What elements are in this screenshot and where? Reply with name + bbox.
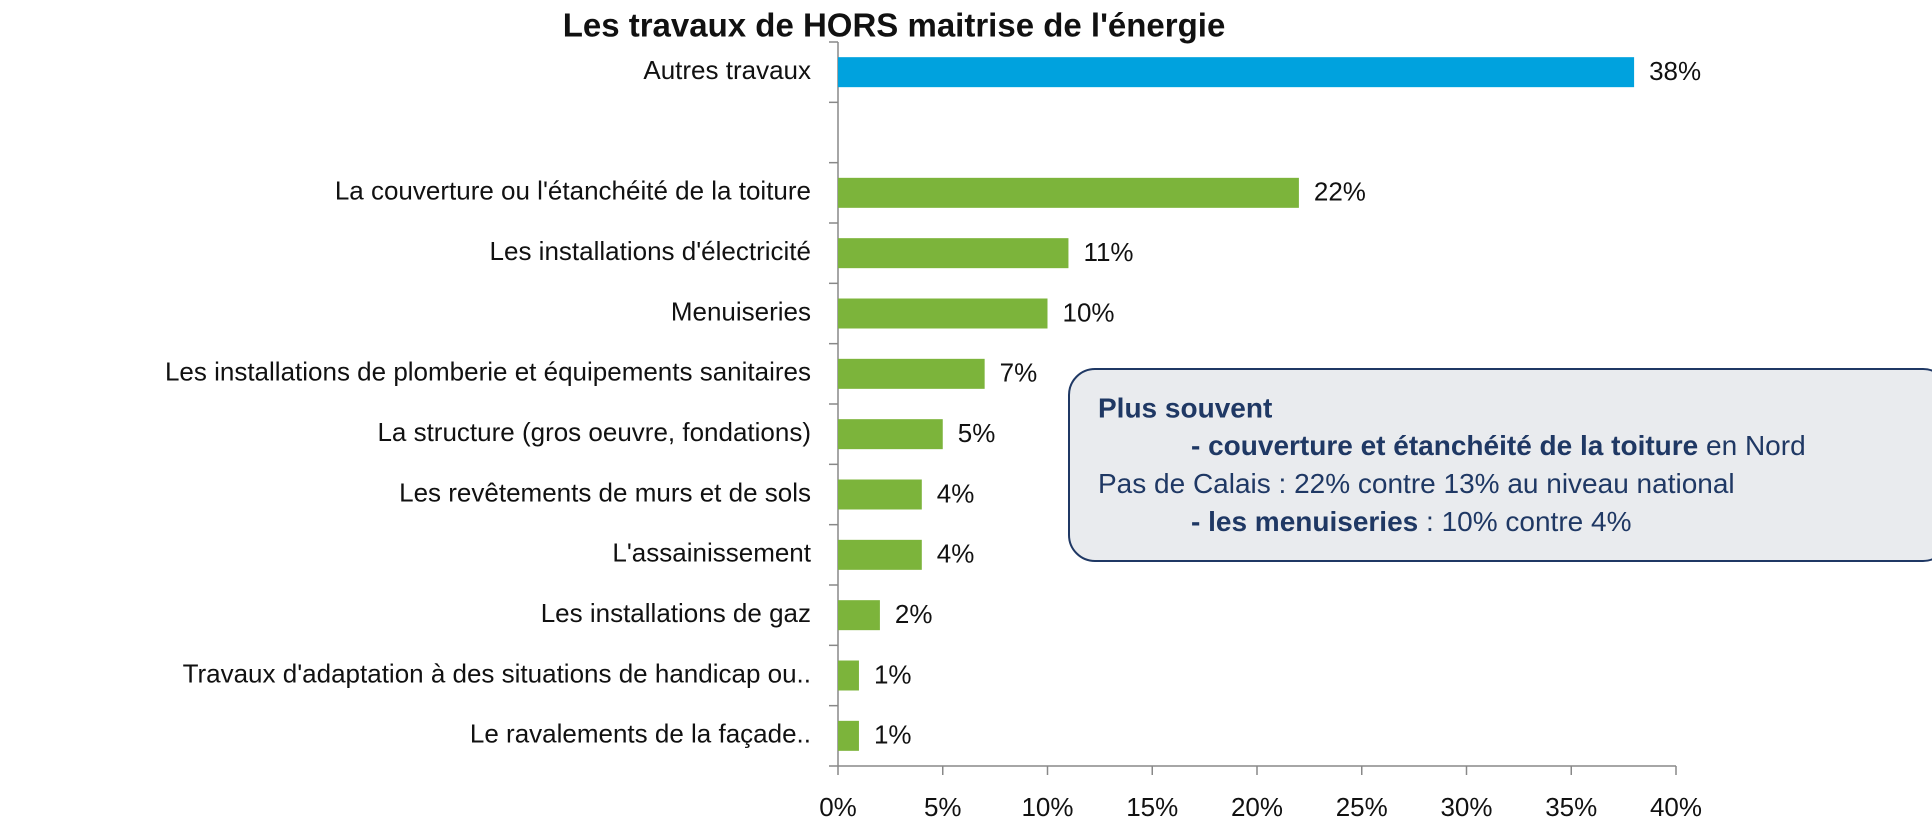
bar [838, 600, 880, 631]
bar [838, 479, 922, 510]
x-tick-label: 40% [1650, 792, 1702, 820]
annotation-box [1068, 368, 1932, 562]
x-tick-label: 10% [1021, 792, 1073, 820]
value-label: 5% [958, 418, 996, 448]
y-tick-label: Les revêtements de murs et de sols [399, 477, 811, 507]
y-tick-label: Les installations d'électricité [490, 236, 811, 266]
annotation-heading: Plus souvent [1098, 392, 1272, 423]
y-tick-label: Autres travaux [643, 55, 811, 85]
bar [838, 298, 1048, 329]
x-tick-label: 30% [1440, 792, 1492, 820]
x-tick-label: 15% [1126, 792, 1178, 820]
y-tick-label: Menuiseries [671, 296, 811, 326]
bar [838, 419, 943, 450]
bar [838, 177, 1299, 208]
x-tick-label: 25% [1336, 792, 1388, 820]
annotation-run: en Nord [1698, 430, 1805, 461]
value-label: 11% [1083, 237, 1133, 267]
x-tick-label: 35% [1545, 792, 1597, 820]
x-tick-label: 0% [819, 792, 857, 820]
x-tick-label: 20% [1231, 792, 1283, 820]
bar [838, 358, 985, 389]
annotation-line: - couverture et étanchéité de la toiture… [1191, 430, 1806, 461]
value-label: 22% [1314, 177, 1366, 207]
bar [838, 57, 1635, 88]
value-label: 10% [1063, 297, 1115, 327]
value-label: 1% [874, 659, 912, 689]
value-label: 2% [895, 599, 933, 629]
x-tick-label: 5% [924, 792, 962, 820]
chart-title: Les travaux de HORS maitrise de l'énergi… [563, 7, 1226, 44]
y-tick-label: Les installations de gaz [541, 598, 811, 628]
annotation-run: - les menuiseries [1191, 506, 1418, 537]
bar [838, 720, 859, 751]
bar [838, 539, 922, 570]
y-tick-label: Les installations de plomberie et équipe… [165, 357, 811, 387]
y-tick-label: La structure (gros oeuvre, fondations) [377, 417, 811, 447]
annotation-run: Pas de Calais : 22% contre 13% au niveau… [1098, 468, 1735, 499]
annotation-run: - couverture et étanchéité de la toiture [1191, 430, 1698, 461]
annotation-run: : 10% contre 4% [1418, 506, 1631, 537]
y-tick-label: Le ravalements de la façade.. [470, 719, 811, 749]
y-tick-label: Travaux d'adaptation à des situations de… [183, 658, 811, 688]
value-label: 7% [1000, 358, 1038, 388]
value-label: 1% [874, 720, 912, 750]
bar [838, 660, 859, 691]
bar [838, 238, 1069, 269]
annotation-line: Pas de Calais : 22% contre 13% au niveau… [1098, 468, 1735, 499]
y-tick-label: L'assainissement [612, 538, 811, 568]
y-tick-label: La couverture ou l'étanchéité de la toit… [335, 176, 811, 206]
value-label: 4% [937, 539, 975, 569]
value-label: 4% [937, 478, 975, 508]
value-label: 38% [1649, 56, 1701, 86]
annotation-line: - les menuiseries : 10% contre 4% [1191, 506, 1631, 537]
